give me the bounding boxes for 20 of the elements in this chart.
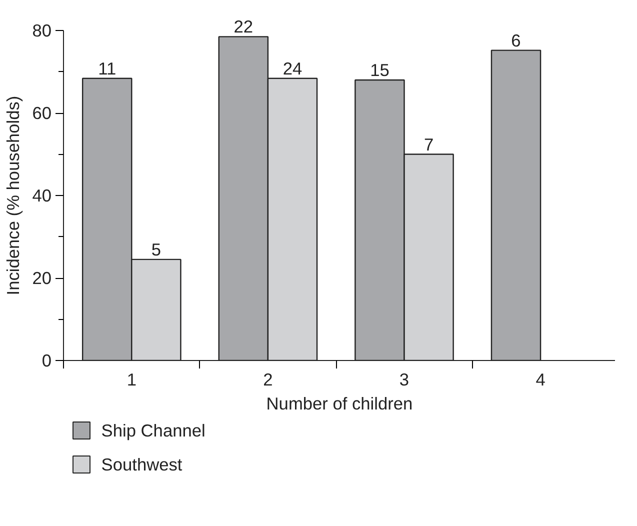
x-axis-title: Number of children: [266, 394, 413, 414]
x-tick-label: 1: [126, 370, 136, 390]
x-tick-label: 4: [536, 370, 546, 390]
annotation: 6: [511, 30, 521, 50]
annotation: 24: [282, 58, 302, 78]
x-tick-label: 3: [399, 370, 410, 390]
y-tick-label: 60: [32, 103, 52, 123]
x-tick-label: 2: [263, 370, 273, 390]
legend-label: Ship Channel: [101, 420, 206, 440]
y-tick-label: 40: [32, 186, 52, 206]
annotation: 15: [370, 60, 390, 80]
annotation: 5: [151, 239, 162, 260]
y-tick-label: 20: [32, 268, 52, 288]
annotation: 7: [424, 134, 434, 154]
y-axis-title: Incidence (% households): [3, 96, 24, 296]
y-tick-label: 0: [42, 350, 52, 370]
annotation: 11: [98, 58, 116, 78]
legend-label: Southwest: [101, 454, 182, 474]
y-tick-label: 80: [32, 20, 52, 40]
annotation: 22: [234, 16, 254, 37]
